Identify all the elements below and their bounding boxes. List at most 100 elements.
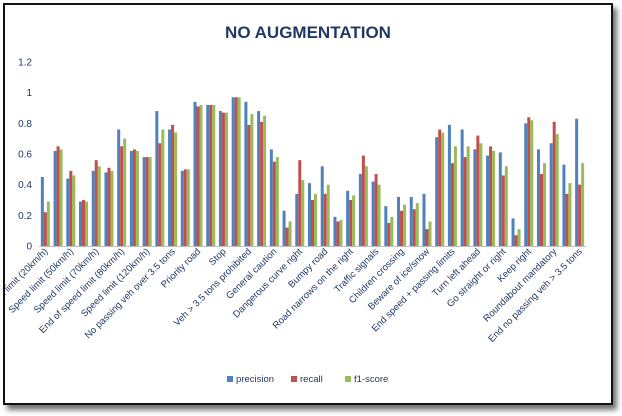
bar-recall <box>196 106 200 246</box>
bar-precision <box>295 193 299 246</box>
y-tick-label: 0.6 <box>18 150 32 161</box>
bar-f1-score <box>403 204 407 246</box>
bar-f1-score <box>288 221 292 246</box>
bar-precision <box>40 177 44 246</box>
bar-recall <box>171 124 175 246</box>
bar-f1-score <box>161 129 165 246</box>
bar-recall <box>387 223 391 246</box>
bar-f1-score <box>72 175 76 246</box>
bar-precision <box>231 97 235 247</box>
bar-f1-score <box>326 184 330 246</box>
bar-precision <box>460 129 464 246</box>
bar-recall <box>183 169 187 246</box>
bar-precision <box>447 124 451 246</box>
bar-precision <box>79 201 83 246</box>
bar-f1-score <box>237 97 241 247</box>
bar-recall <box>272 161 276 246</box>
bar-precision <box>244 101 248 247</box>
bar-precision <box>422 193 426 246</box>
bar-precision <box>66 178 70 246</box>
bar-recall <box>69 170 73 246</box>
bar-f1-score <box>148 157 152 246</box>
y-tick-label: 0.4 <box>18 180 32 191</box>
legend-swatch-precision <box>227 376 233 382</box>
bar-recall <box>107 167 111 246</box>
bar-precision <box>282 210 286 246</box>
chart-frame: NO AUGMENTATION 0 0.2 0.4 0.6 0.8 1 1.2 Speed … <box>3 3 613 405</box>
bar-recall <box>43 212 47 246</box>
bar-f1-score <box>581 163 585 246</box>
bar-f1-score <box>263 115 267 246</box>
bar-recall <box>552 121 556 246</box>
bar-f1-score <box>250 114 254 246</box>
bar-f1-score <box>123 138 127 246</box>
bar-recall <box>476 135 480 246</box>
y-tick-label: 1.2 <box>18 58 32 69</box>
bar-recall <box>514 235 518 246</box>
bar-precision <box>346 190 350 246</box>
legend-swatch-f1-score <box>345 376 351 382</box>
bar-f1-score <box>364 166 368 246</box>
bar-recall <box>336 221 340 246</box>
bar-precision <box>91 170 95 246</box>
bar-precision <box>511 218 515 246</box>
bar-recall <box>412 209 416 246</box>
bars <box>40 97 585 247</box>
bar-precision <box>129 150 133 246</box>
bar-precision <box>524 123 528 246</box>
bar-recall <box>463 157 467 246</box>
bar-precision <box>358 173 362 246</box>
bar-recall <box>311 200 314 246</box>
bar-recall <box>539 173 543 246</box>
bar-precision <box>308 183 311 246</box>
bar-f1-score <box>110 170 114 246</box>
bar-precision <box>473 149 477 246</box>
bar-f1-score <box>517 229 521 246</box>
legend: precision recall f1-score <box>227 374 388 385</box>
x-axis-labels: Speed limit (20km/h)Speed limit (50km/h)… <box>5 246 585 345</box>
bar-precision <box>575 118 579 246</box>
bar-recall <box>158 143 162 246</box>
bar-f1-score <box>186 169 190 246</box>
bar-f1-score <box>224 112 228 246</box>
bar-precision <box>218 111 222 246</box>
bar-recall <box>450 163 454 246</box>
bar-recall <box>56 146 60 246</box>
bar-precision <box>333 216 337 246</box>
bar-precision <box>486 155 490 246</box>
bar-f1-score <box>135 150 139 246</box>
bar-recall <box>400 210 404 246</box>
y-axis: 0 0.2 0.4 0.6 0.8 1 1.2 <box>18 58 32 253</box>
bar-precision <box>180 170 184 246</box>
bar-f1-score <box>199 104 203 247</box>
bar-recall <box>298 160 302 246</box>
bar-f1-score <box>352 195 356 246</box>
bar-recall <box>234 97 238 247</box>
bar-precision <box>498 152 502 246</box>
bar-precision <box>435 137 439 246</box>
bar-precision <box>53 150 57 246</box>
legend-label-f1-score: f1-score <box>354 374 388 385</box>
bar-precision <box>142 157 146 246</box>
bar-precision <box>117 129 121 246</box>
bar-recall <box>374 173 378 246</box>
bar-f1-score <box>97 166 101 246</box>
bar-recall <box>221 112 225 246</box>
bar-precision <box>168 129 172 246</box>
bar-f1-score <box>555 134 559 246</box>
bar-f1-score <box>377 184 381 246</box>
bar-f1-score <box>339 219 343 246</box>
bar-precision <box>320 166 324 246</box>
bar-f1-score <box>479 143 483 246</box>
bar-precision <box>193 101 197 247</box>
bar-recall <box>94 160 98 246</box>
bar-f1-score <box>174 132 178 246</box>
bar-f1-score <box>466 146 470 246</box>
bar-recall <box>349 200 353 246</box>
bar-recall <box>260 121 264 246</box>
bar-precision <box>562 164 566 246</box>
bar-f1-score <box>212 104 216 247</box>
bar-recall <box>120 146 124 246</box>
bar-precision <box>104 172 108 246</box>
bar-recall <box>247 124 251 246</box>
